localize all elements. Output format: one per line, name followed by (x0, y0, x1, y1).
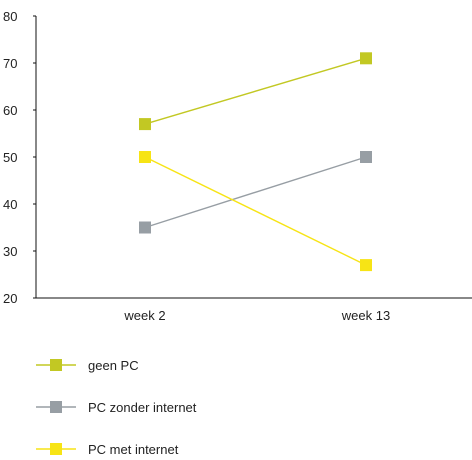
y-tick-label: 70 (3, 56, 17, 71)
legend-item: geen PC (36, 358, 139, 373)
y-tick-label: 50 (3, 150, 17, 165)
x-axis-ticks: week 2 week 13 (123, 308, 390, 323)
data-point-marker (139, 151, 151, 163)
series-group (139, 52, 372, 272)
data-point-marker (360, 259, 372, 272)
y-tick-label: 30 (3, 244, 17, 259)
y-tick-label: 80 (3, 9, 17, 24)
legend-label: geen PC (88, 358, 139, 373)
legend-swatch (50, 443, 62, 455)
y-tick-label: 40 (3, 197, 17, 212)
data-point-marker (139, 118, 151, 131)
y-tick-label: 60 (3, 103, 17, 118)
data-point-marker (139, 221, 151, 234)
axes (35, 16, 472, 299)
legend-item: PC met internet (36, 442, 179, 457)
series-line (144, 156, 367, 266)
data-point-marker (360, 52, 372, 65)
y-tick-label: 20 (3, 291, 17, 306)
y-axis-ticks: 20 30 40 50 60 70 80 (3, 9, 36, 306)
legend-label: PC met internet (88, 442, 179, 455)
series-1 (139, 151, 372, 234)
series-line (144, 57, 367, 125)
data-point-marker (360, 151, 372, 163)
series-2 (139, 151, 372, 272)
legend-swatch (50, 401, 62, 413)
x-tick-label: week 2 (123, 308, 165, 323)
series-line (144, 156, 367, 229)
legend-swatch (50, 359, 62, 371)
x-tick-label: week 13 (341, 308, 390, 323)
legend: geen PC PC zonder internet PC met internet (36, 358, 197, 457)
series-0 (139, 52, 372, 131)
legend-item: PC zonder internet (36, 400, 197, 415)
legend-label: PC zonder internet (88, 400, 197, 415)
